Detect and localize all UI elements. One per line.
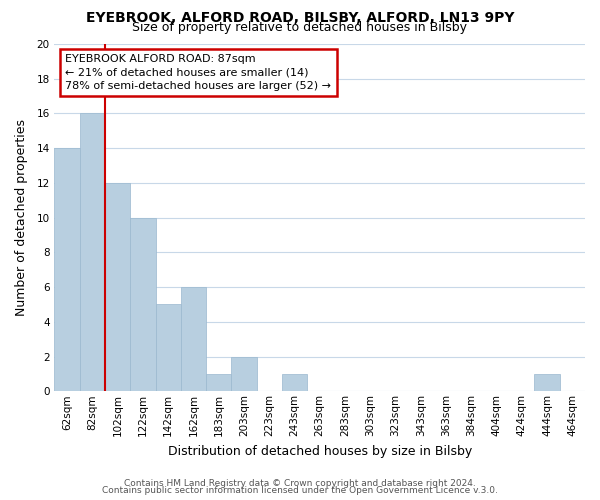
Bar xyxy=(130,218,155,392)
Bar xyxy=(55,148,80,392)
Text: Contains HM Land Registry data © Crown copyright and database right 2024.: Contains HM Land Registry data © Crown c… xyxy=(124,478,476,488)
Bar xyxy=(155,304,181,392)
Text: Size of property relative to detached houses in Bilsby: Size of property relative to detached ho… xyxy=(133,21,467,34)
Text: Contains public sector information licensed under the Open Government Licence v.: Contains public sector information licen… xyxy=(102,486,498,495)
Text: EYEBROOK, ALFORD ROAD, BILSBY, ALFORD, LN13 9PY: EYEBROOK, ALFORD ROAD, BILSBY, ALFORD, L… xyxy=(86,11,514,25)
Bar xyxy=(105,183,130,392)
Bar xyxy=(206,374,231,392)
Bar xyxy=(231,356,257,392)
Text: EYEBROOK ALFORD ROAD: 87sqm
← 21% of detached houses are smaller (14)
78% of sem: EYEBROOK ALFORD ROAD: 87sqm ← 21% of det… xyxy=(65,54,331,91)
Bar xyxy=(535,374,560,392)
Bar xyxy=(181,287,206,392)
X-axis label: Distribution of detached houses by size in Bilsby: Distribution of detached houses by size … xyxy=(167,444,472,458)
Y-axis label: Number of detached properties: Number of detached properties xyxy=(15,119,28,316)
Bar xyxy=(282,374,307,392)
Bar xyxy=(80,114,105,392)
